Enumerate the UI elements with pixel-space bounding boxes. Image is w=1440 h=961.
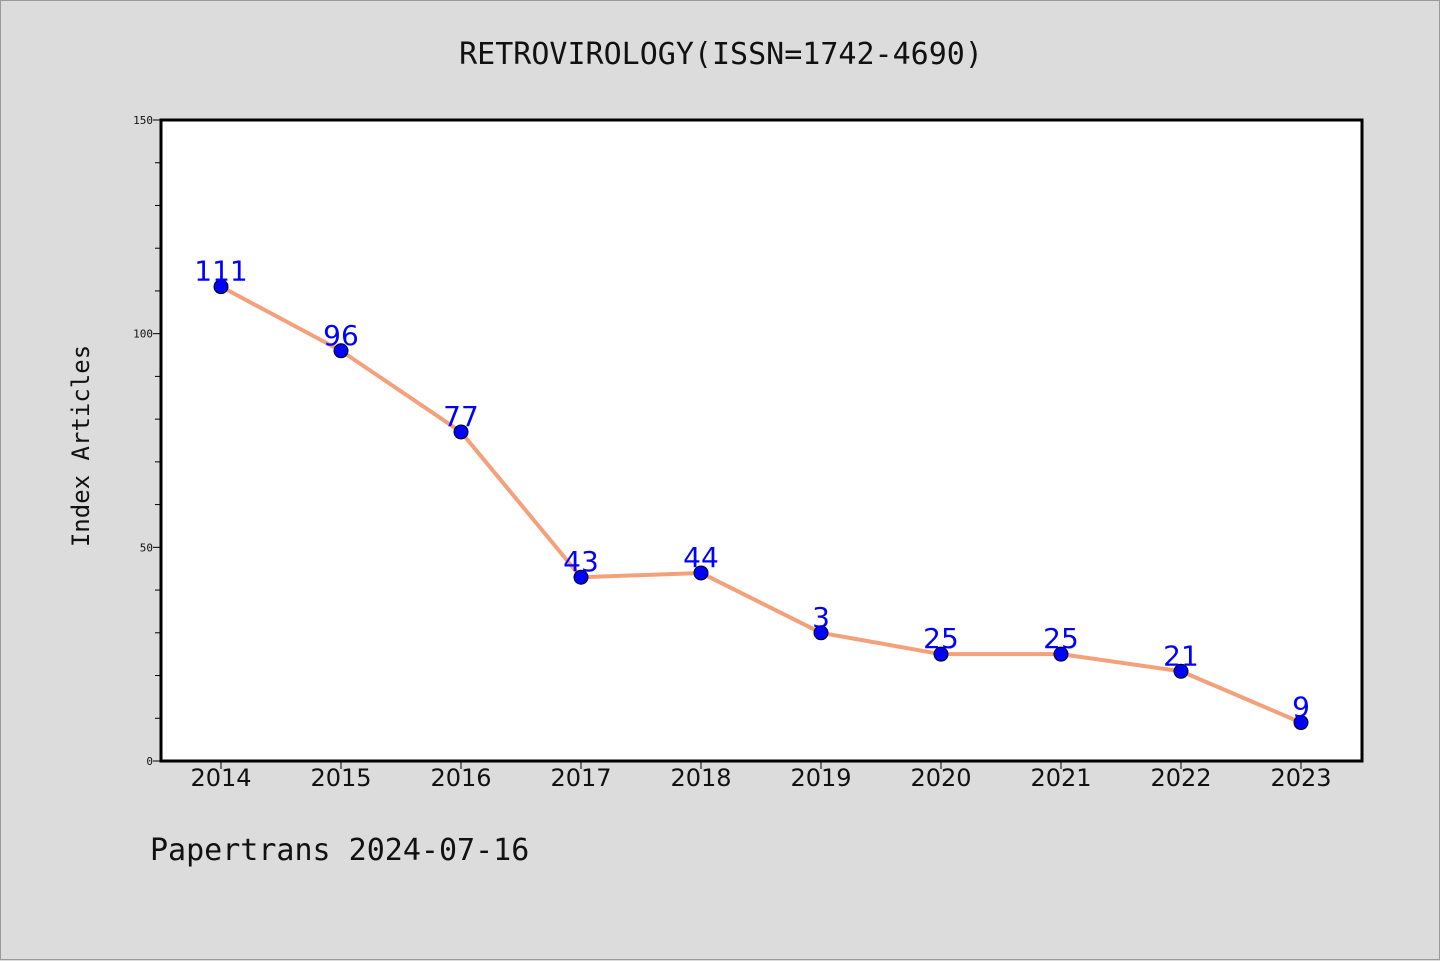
plot-frame: [159, 118, 1364, 763]
data-label: 43: [563, 545, 599, 578]
data-label: 96: [323, 319, 359, 352]
data-point: [813, 625, 829, 641]
data-label: 3: [812, 601, 830, 634]
data-point: [933, 646, 949, 662]
data-point: [1173, 663, 1189, 679]
data-label: 21: [1163, 639, 1199, 672]
data-point: [1293, 715, 1309, 731]
x-tick-label: 2017: [550, 764, 611, 792]
y-tick-label: 150: [133, 114, 153, 127]
data-label: 77: [443, 400, 479, 433]
y-tick-label: 0: [146, 755, 153, 768]
data-label: 9: [1292, 691, 1310, 724]
data-label: 111: [194, 255, 247, 288]
data-point: [333, 343, 349, 359]
x-tick-label: 2016: [430, 764, 491, 792]
data-point: [453, 424, 469, 440]
x-tick-label: 2014: [190, 764, 251, 792]
x-tick-label: 2019: [790, 764, 851, 792]
data-point: [213, 279, 229, 295]
y-tick-label: 50: [140, 541, 153, 554]
data-label: 25: [1043, 622, 1079, 655]
y-tick-label: 100: [133, 328, 153, 341]
data-label: 25: [923, 622, 959, 655]
chart-title: RETROVIROLOGY(ISSN=1742-4690): [459, 37, 983, 72]
x-tick-label: 2018: [670, 764, 731, 792]
footer-note: Papertrans 2024-07-16: [150, 833, 530, 868]
data-label: 44: [683, 541, 719, 574]
x-tick-label: 2020: [910, 764, 971, 792]
data-point: [693, 565, 709, 581]
x-tick-label: 2023: [1270, 764, 1331, 792]
x-tick-label: 2022: [1150, 764, 1211, 792]
x-tick-label: 2015: [310, 764, 371, 792]
data-point: [1053, 646, 1069, 662]
x-tick-label: 2021: [1030, 764, 1091, 792]
plot-background: [161, 120, 1362, 761]
series-line: [219, 284, 1303, 725]
data-point: [573, 569, 589, 585]
